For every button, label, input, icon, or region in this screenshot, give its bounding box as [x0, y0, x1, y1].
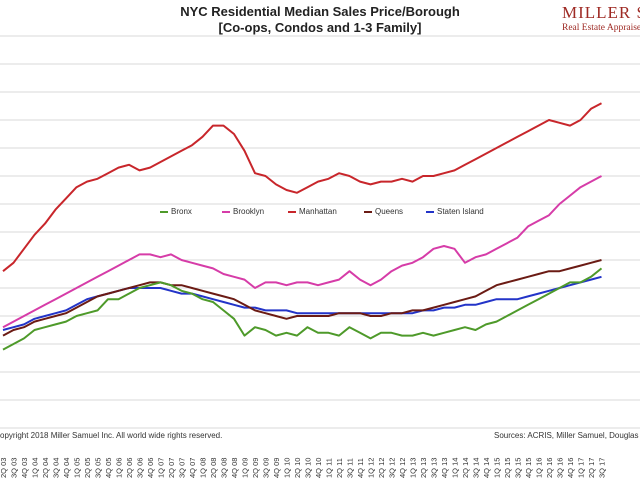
x-tick-label: 1Q 16 [535, 458, 544, 478]
x-tick-label: 2Q 05 [83, 458, 92, 478]
x-tick-label: 2Q 14 [461, 458, 470, 478]
x-tick-label: 2Q 09 [251, 458, 260, 478]
legend-label-brooklyn: Brooklyn [233, 207, 265, 216]
x-tick-label: 4Q 05 [104, 458, 113, 478]
legend-item-bronx: Bronx [160, 207, 192, 216]
x-tick-label: 4Q 07 [188, 458, 197, 478]
x-tick-label: 3Q 04 [52, 458, 61, 478]
x-tick-label: 1Q 14 [451, 458, 460, 478]
x-tick-label: 1Q 09 [241, 458, 250, 478]
x-tick-label: 1Q 06 [115, 458, 124, 478]
series-line-queens [2, 259, 602, 337]
series-line-brooklyn [2, 175, 602, 329]
x-tick-label: 4Q 10 [314, 458, 323, 478]
legend-label-manhattan: Manhattan [299, 207, 337, 216]
x-tick-label: 4Q 03 [20, 458, 29, 478]
legend-item-staten-island: Staten Island [426, 207, 484, 216]
legend-swatch-bronx [160, 210, 168, 213]
x-tick-label: 1Q 04 [31, 458, 40, 478]
legend-swatch-queens [364, 210, 372, 213]
x-tick-label: 3Q 07 [178, 458, 187, 478]
x-tick-label: 4Q 11 [356, 458, 365, 478]
x-tick-label: 3Q 08 [220, 458, 229, 478]
brand-tagline: Real Estate Appraisers [562, 23, 640, 33]
x-tick-label: 1Q 10 [283, 458, 292, 478]
chart-title-line-2: [Co-ops, Condos and 1-3 Family] [218, 20, 422, 35]
x-tick-label: 4Q 16 [566, 458, 575, 478]
chart-title: NYC Residential Median Sales Price/Borou… [120, 4, 520, 36]
x-tick-label: 2Q 04 [41, 458, 50, 478]
chart-legend: Bronx Brooklyn Manhattan Queens Staten I… [160, 207, 540, 219]
x-tick-label: 4Q 15 [524, 458, 533, 478]
x-tick-label: 2Q 15 [503, 458, 512, 478]
x-tick-label: 4Q 13 [440, 458, 449, 478]
x-tick-label: 3Q 13 [430, 458, 439, 478]
legend-swatch-staten-island [426, 210, 434, 213]
series-line-manhattan [2, 102, 602, 272]
x-tick-label: 3Q 12 [388, 458, 397, 478]
x-tick-label: 2Q 13 [419, 458, 428, 478]
x-tick-label: 4Q 14 [482, 458, 491, 478]
x-tick-label: 1Q 08 [199, 458, 208, 478]
x-tick-label: 3Q 11 [346, 458, 355, 478]
x-tick-label: 1Q 12 [367, 458, 376, 478]
x-tick-label: 1Q 15 [493, 458, 502, 478]
series-line-bronx [2, 267, 603, 351]
x-tick-label: 1Q 17 [577, 458, 586, 478]
legend-item-queens: Queens [364, 207, 403, 216]
x-tick-label: 3Q 06 [136, 458, 145, 478]
legend-label-staten-island: Staten Island [437, 207, 484, 216]
x-tick-label: 3Q 15 [514, 458, 523, 478]
series-line-staten-island [2, 275, 602, 331]
x-tick-label: 2Q 12 [377, 458, 386, 478]
x-tick-label: 3Q 09 [262, 458, 271, 478]
x-tick-label: 3Q 16 [556, 458, 565, 478]
x-tick-label: 2Q 07 [167, 458, 176, 478]
x-tick-label: 4Q 04 [62, 458, 71, 478]
x-tick-label: 2Q 17 [587, 458, 596, 478]
x-tick-label: 2Q 03 [0, 458, 8, 478]
legend-swatch-manhattan [288, 210, 296, 213]
x-tick-label: 1Q 11 [325, 458, 334, 478]
x-tick-label: 2Q 06 [125, 458, 134, 478]
x-tick-label: 4Q 12 [398, 458, 407, 478]
x-tick-label: 1Q 07 [157, 458, 166, 478]
x-tick-label: 3Q 05 [94, 458, 103, 478]
x-tick-label: 3Q 17 [598, 458, 607, 478]
x-tick-label: 3Q 14 [472, 458, 481, 478]
x-tick-label: 2Q 16 [545, 458, 554, 478]
brand-name: MILLER SAMUEL [562, 4, 640, 22]
x-tick-label: 3Q 10 [304, 458, 313, 478]
x-tick-label: 4Q 08 [230, 458, 239, 478]
x-tick-label: 2Q 08 [209, 458, 218, 478]
legend-label-queens: Queens [375, 207, 404, 216]
chart-title-line-1: NYC Residential Median Sales Price/Borou… [180, 4, 460, 19]
legend-label-bronx: Bronx [171, 207, 192, 216]
x-tick-label: 3Q 03 [10, 458, 19, 478]
legend-swatch-brooklyn [222, 210, 230, 213]
sources-note: Sources: ACRIS, Miller Samuel, Douglas E… [494, 431, 640, 440]
legend-item-brooklyn: Brooklyn [222, 207, 264, 216]
copyright-note: opyright 2018 Miller Samuel Inc. All wor… [0, 431, 223, 440]
x-tick-label: 4Q 06 [146, 458, 155, 478]
gridlines [0, 35, 640, 429]
x-tick-label: 1Q 13 [409, 458, 418, 478]
x-tick-label: 1Q 05 [73, 458, 82, 478]
x-axis-tick-labels: 2Q 03 3Q 03 4Q 03 1Q 04 2Q 04 3Q 04 4Q 04 1Q 05… [0, 458, 607, 478]
brand-logo: MILLER SAMUEL Real Estate Appraisers [562, 4, 640, 34]
x-tick-label: 2Q 10 [293, 458, 302, 478]
legend-item-manhattan: Manhattan [288, 207, 337, 216]
x-tick-label: 4Q 09 [272, 458, 281, 478]
x-tick-label: 2Q 11 [335, 458, 344, 478]
